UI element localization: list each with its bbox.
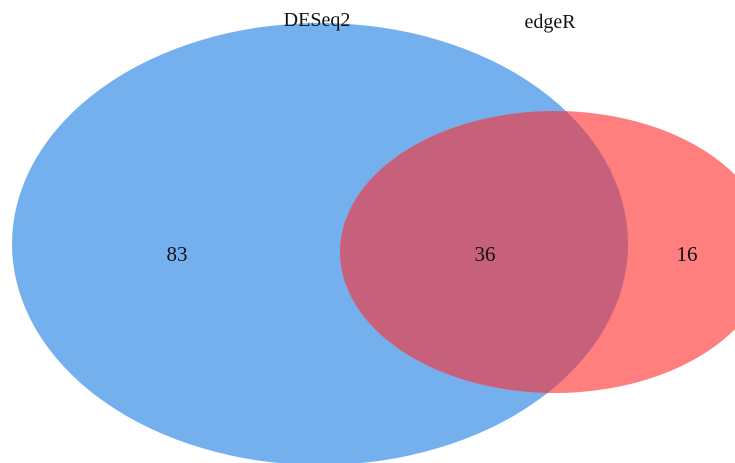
deseq2-set-label: DESeq2 bbox=[284, 9, 351, 31]
overlap-region bbox=[340, 111, 628, 393]
edger-only-count: 16 bbox=[677, 242, 698, 266]
shared-count: 36 bbox=[475, 242, 496, 266]
edger-set-label: edgeR bbox=[524, 11, 576, 33]
deseq2-only-count: 83 bbox=[167, 242, 188, 266]
